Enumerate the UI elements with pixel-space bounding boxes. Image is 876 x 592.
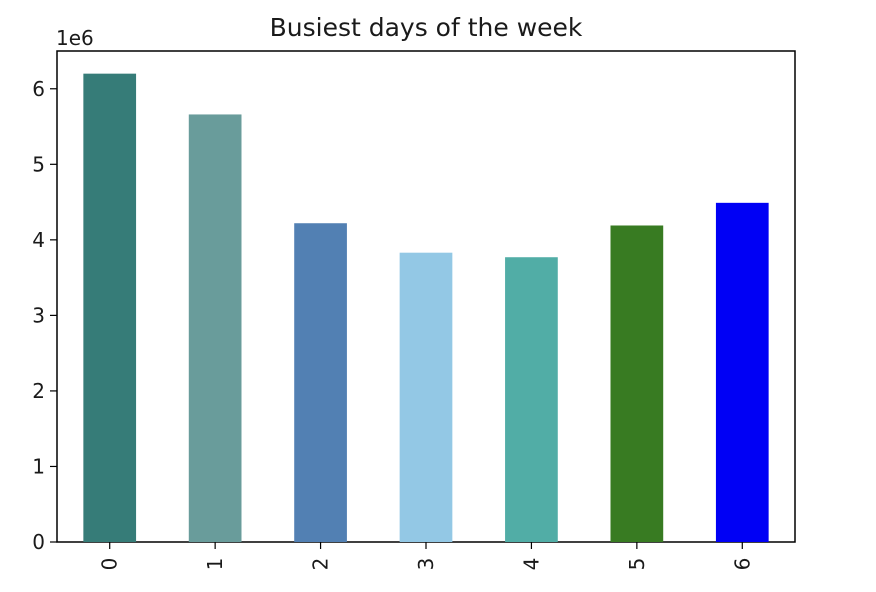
y-tick-label: 0 xyxy=(32,530,45,554)
bar-5 xyxy=(610,225,664,543)
bar-1 xyxy=(188,114,242,542)
x-tick-label: 2 xyxy=(309,558,333,571)
y-axis-ticks: 0 1 2 3 4 5 6 xyxy=(32,77,57,554)
x-tick-label: 6 xyxy=(730,558,754,571)
y-tick-label: 5 xyxy=(32,152,45,176)
x-tick-label: 5 xyxy=(625,558,649,571)
x-tick-label: 4 xyxy=(519,558,543,571)
bar-4 xyxy=(505,257,558,542)
y-tick-label: 4 xyxy=(32,228,45,252)
bars xyxy=(83,73,769,543)
x-tick-label: 1 xyxy=(203,558,227,571)
bar-3 xyxy=(399,252,453,542)
bar-0 xyxy=(83,73,137,542)
chart-title: Busiest days of the week xyxy=(270,13,583,42)
y-tick-label: 2 xyxy=(32,379,45,403)
y-tick-label: 3 xyxy=(32,303,45,327)
bar-2 xyxy=(294,223,347,543)
bar-6 xyxy=(715,202,769,542)
y-tick-label: 6 xyxy=(32,77,45,101)
x-tick-label: 3 xyxy=(414,558,438,571)
y-tick-label: 1 xyxy=(32,454,45,478)
plot-area: 0 1 2 3 4 5 6 0 1 2 3 4 5 6 xyxy=(32,50,796,571)
x-axis-ticks: 0 1 2 3 4 5 6 xyxy=(98,542,754,571)
y-axis-offset-label: 1e6 xyxy=(56,26,94,50)
x-tick-label: 0 xyxy=(98,558,122,571)
